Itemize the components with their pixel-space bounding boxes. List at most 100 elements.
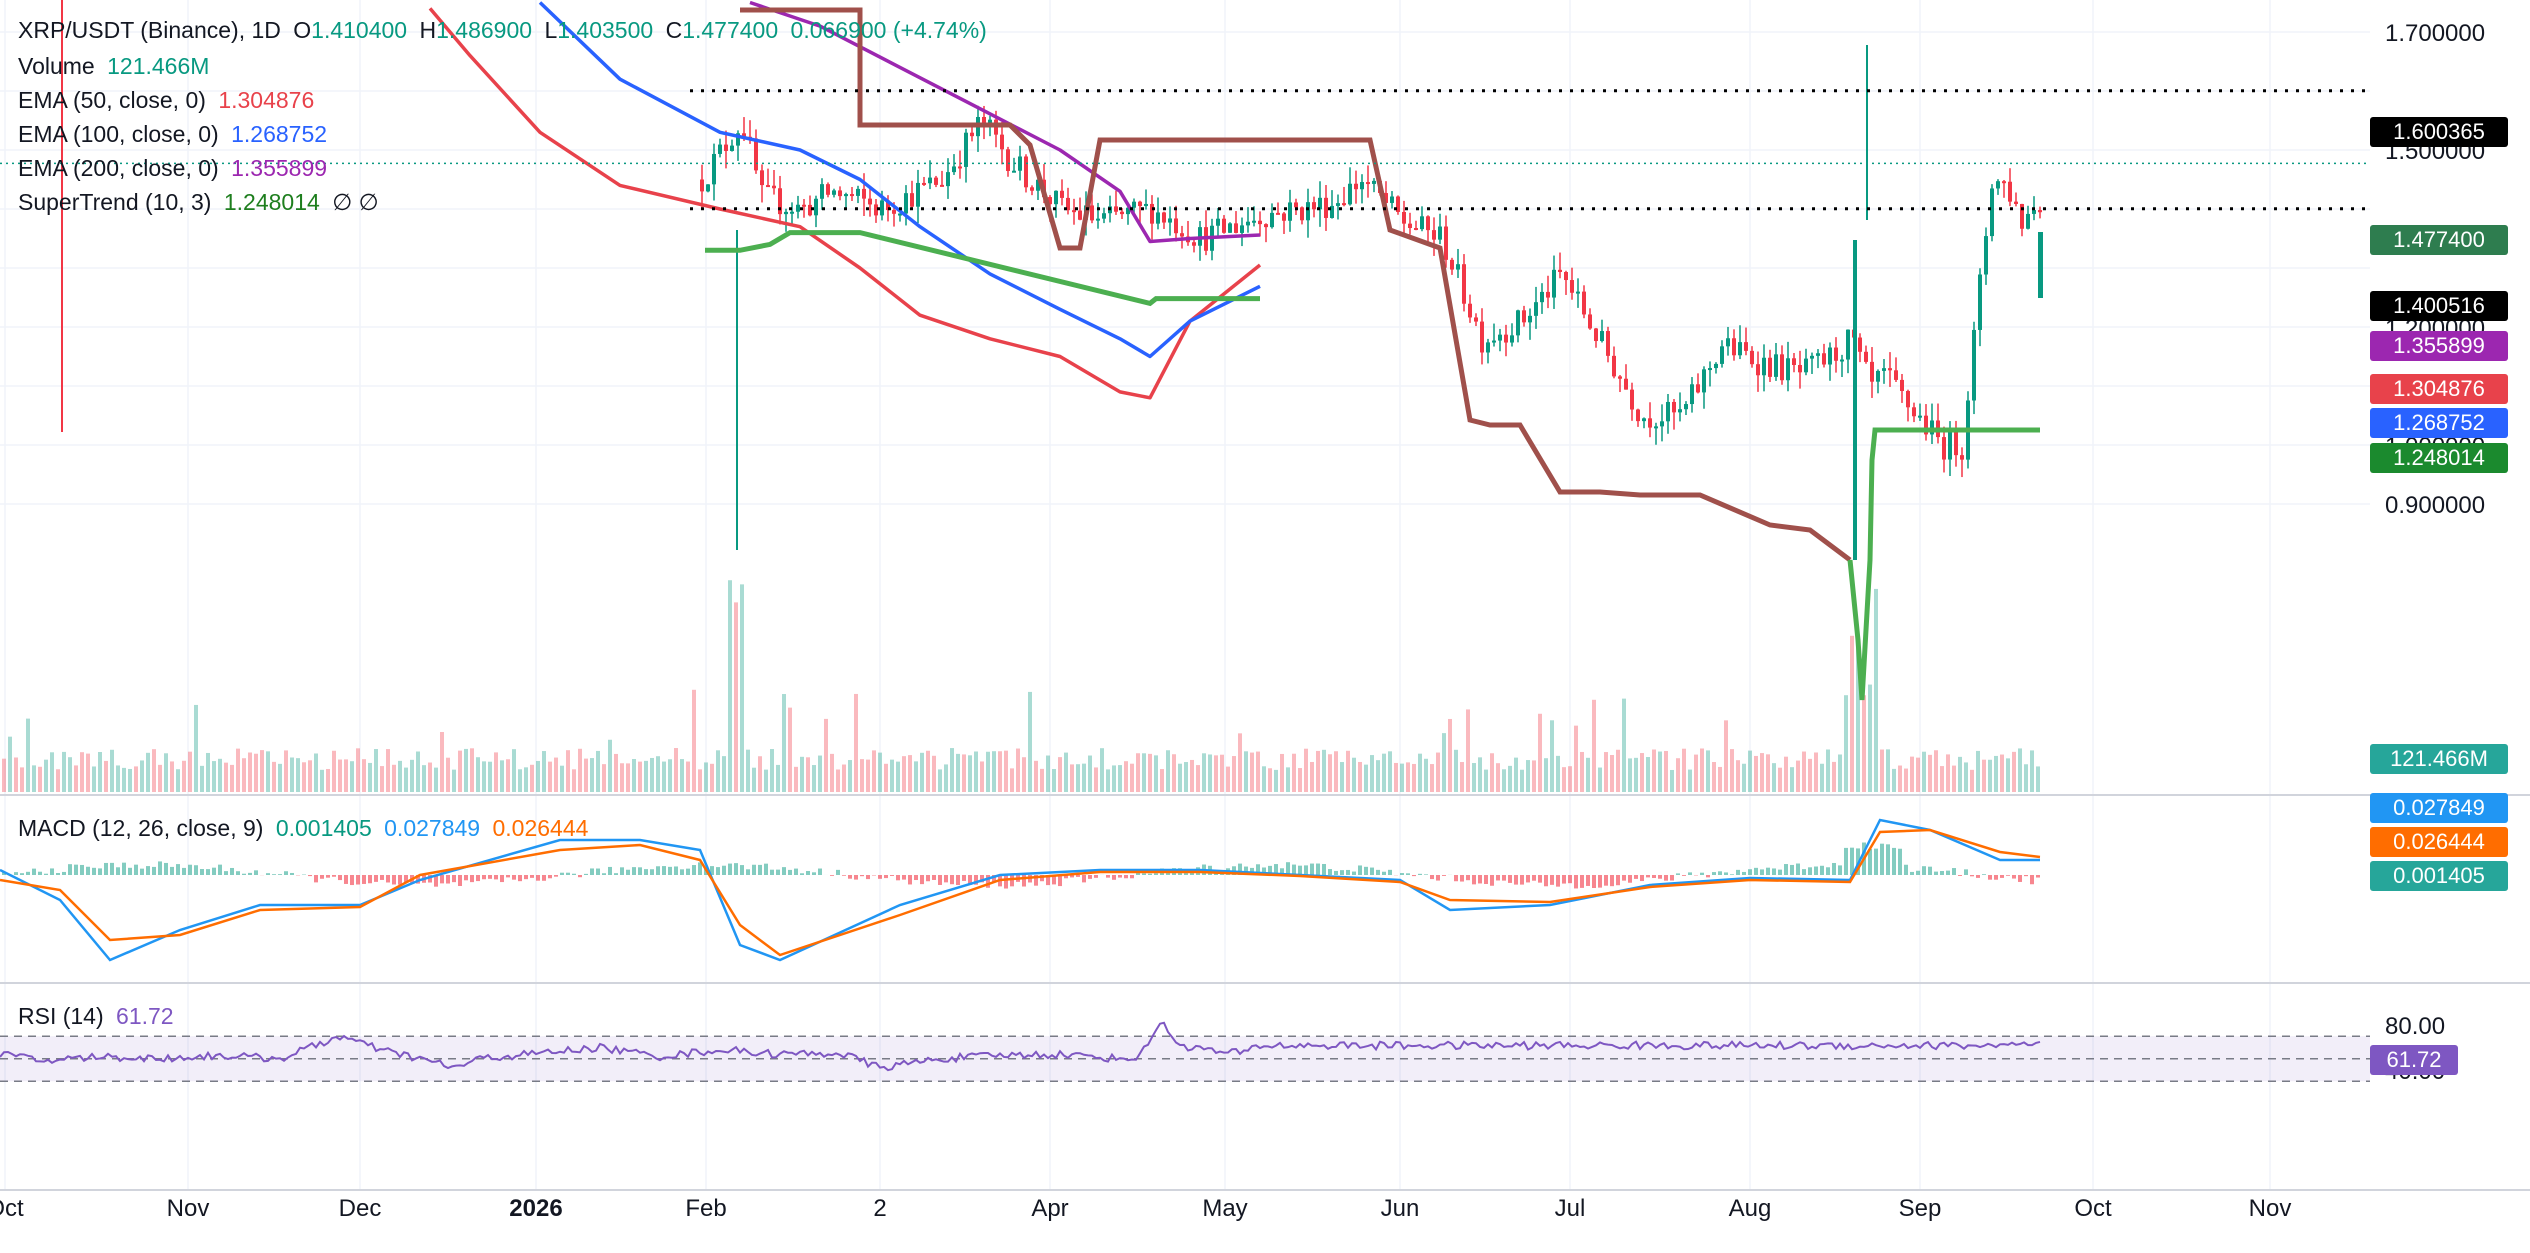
ema50-price-label: 1.304876 <box>2370 374 2508 404</box>
candle-body <box>1000 134 1004 150</box>
volume-bar <box>116 765 120 792</box>
macd-histogram-bar <box>734 863 738 875</box>
volume-bar <box>278 763 282 792</box>
candle-body <box>1312 202 1316 210</box>
candle-body <box>1264 224 1268 228</box>
macd-histogram-bar <box>1838 865 1842 875</box>
macd-histogram-bar <box>866 875 870 880</box>
candle-body <box>814 198 818 216</box>
volume-bar <box>938 769 942 792</box>
macd-histogram-bar <box>914 875 918 881</box>
volume-bar <box>710 763 714 792</box>
macd-histogram-bar <box>776 869 780 875</box>
candle-body <box>1702 369 1706 393</box>
volume-bar <box>308 760 312 792</box>
macd-histogram-bar <box>1736 869 1740 875</box>
rsi-label: RSI (14) <box>18 1003 104 1029</box>
candle-body <box>1984 236 1988 275</box>
macd-histogram-bar <box>320 875 324 879</box>
volume-bar <box>302 762 306 792</box>
macd-histogram-bar <box>284 871 288 875</box>
macd-histogram-bar <box>896 875 900 881</box>
volume-bar <box>1568 766 1572 792</box>
candle-body <box>1780 354 1784 381</box>
candle-body <box>1708 368 1712 371</box>
macd-histogram-bar <box>266 873 270 875</box>
macd-signal-value: 0.026444 <box>492 815 589 841</box>
candle-body <box>1576 291 1580 294</box>
volume-bar <box>332 750 336 792</box>
x-tick-label: Jun <box>1381 1195 1420 1222</box>
volume-bar <box>1226 766 1230 792</box>
candle-body <box>928 177 932 184</box>
volume-bar <box>1088 755 1092 792</box>
volume-bar <box>428 762 432 792</box>
macd-histogram-bar <box>314 875 318 883</box>
candle-body <box>1756 364 1760 376</box>
candle-body <box>1636 409 1640 422</box>
macd-histogram-bar <box>1112 875 1116 880</box>
volume-bar <box>854 693 858 792</box>
volume-bar <box>1748 750 1752 792</box>
volume-bar <box>716 750 720 792</box>
volume-bar <box>530 764 534 792</box>
macd-histogram-bar <box>1916 870 1920 875</box>
macd-histogram-bar <box>1886 844 1890 875</box>
volume-bar <box>1160 769 1164 792</box>
price-tick-label: 0.900000 <box>2385 492 2485 519</box>
candle-body <box>1330 205 1334 218</box>
volume-bar <box>1946 754 1950 792</box>
candle-body <box>874 204 878 216</box>
volume-bar <box>350 761 354 792</box>
candle-body <box>1384 193 1388 203</box>
candle-body <box>1858 337 1862 352</box>
candle-body <box>1600 331 1604 342</box>
volume-bar <box>1958 756 1962 792</box>
volume-bar <box>446 757 450 792</box>
macd-histogram-bar <box>158 861 162 875</box>
supertrend-price-label: 1.248014 <box>2370 443 2508 473</box>
volume-bar <box>488 761 492 792</box>
macd-histogram-bar <box>1046 875 1050 886</box>
macd-histogram-bar <box>1718 871 1722 875</box>
volume-bar <box>758 756 762 792</box>
macd-histogram-bar <box>548 875 552 879</box>
candle-body <box>1750 350 1754 365</box>
macd-histogram-bar <box>1580 875 1584 888</box>
open-value: 1.410400 <box>311 17 408 43</box>
macd-histogram-bar <box>1358 865 1362 875</box>
macd-histogram-bar <box>986 875 990 888</box>
macd-histogram-bar <box>992 875 996 882</box>
volume-bar <box>62 751 66 792</box>
candle-body <box>724 144 728 151</box>
volume-bar <box>1922 751 1926 792</box>
volume-bar <box>1028 691 1032 792</box>
macd-histogram-bar <box>920 875 924 885</box>
volume-bar <box>1016 748 1020 792</box>
candle-body <box>952 166 956 173</box>
macd-histogram-bar <box>1478 875 1482 884</box>
rsi-pane <box>0 1021 2370 1082</box>
candle-body <box>844 194 848 197</box>
volume-bar <box>602 764 606 792</box>
volume-bar <box>1526 760 1530 792</box>
candle-body <box>1024 156 1028 188</box>
macd-histogram-bar <box>1292 864 1296 875</box>
macd-histogram-bar <box>1808 867 1812 875</box>
macd-histogram-bar <box>2012 875 2016 879</box>
volume-bar <box>1034 760 1038 792</box>
candle-body <box>1366 182 1370 185</box>
candle-body <box>1144 203 1148 207</box>
candle-body <box>1696 384 1700 393</box>
volume-bar <box>1322 749 1326 792</box>
volume-bar <box>1940 766 1944 792</box>
candle-body <box>730 145 734 151</box>
macd-histogram-bar <box>686 868 690 875</box>
volume-bar <box>1346 750 1350 792</box>
macd-histogram-bar <box>938 875 942 885</box>
macd-histogram-bar <box>476 875 480 882</box>
volume-bar <box>512 749 516 792</box>
volume-bar <box>1616 749 1620 792</box>
volume-bar <box>1478 757 1482 792</box>
